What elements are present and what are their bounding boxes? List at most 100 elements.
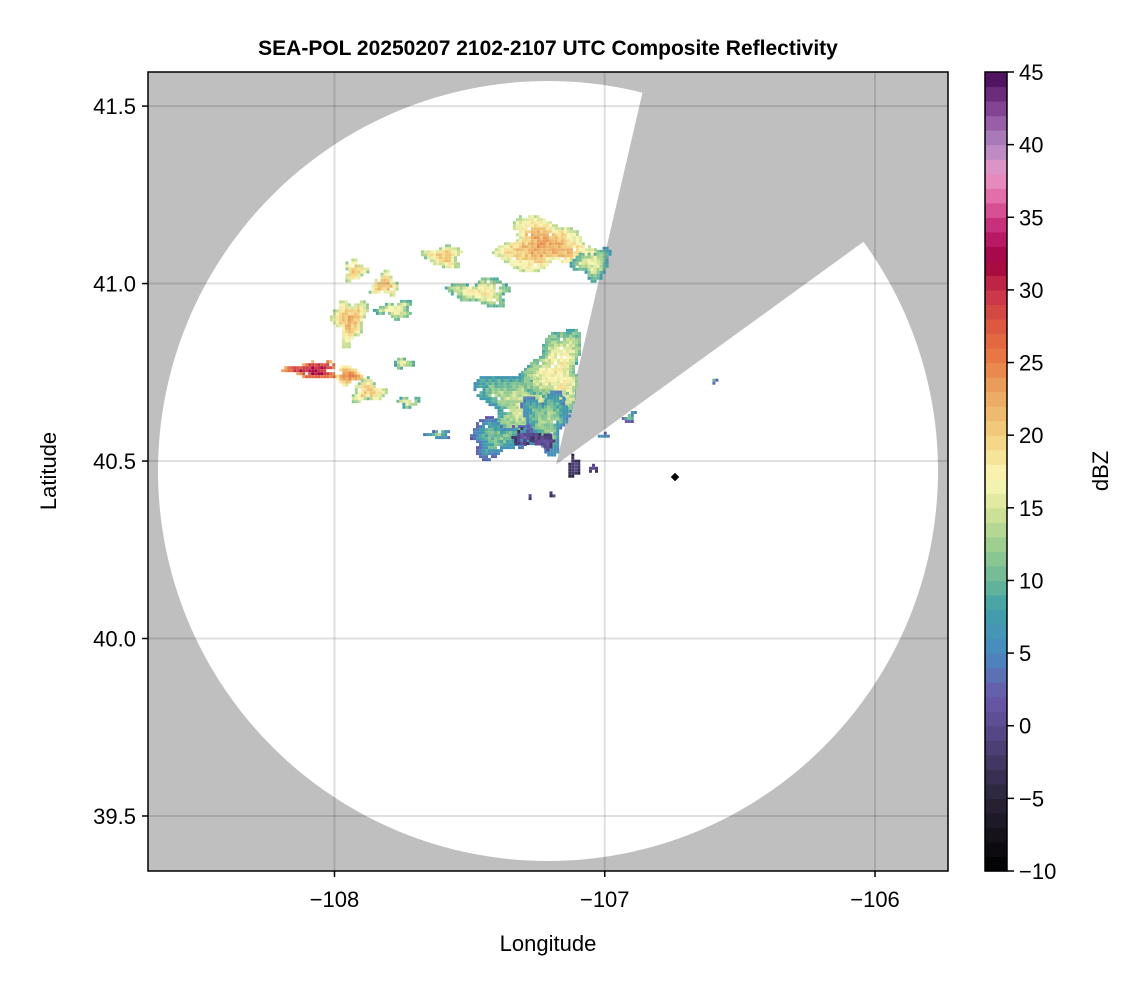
echo-pixel: [577, 462, 581, 466]
echo-pixel: [311, 372, 315, 376]
echo-pixel: [551, 248, 555, 252]
echo-pixel: [408, 402, 412, 406]
echo-pixel: [521, 224, 525, 228]
echo-pixel: [533, 266, 537, 270]
echo-pixel: [329, 375, 333, 379]
echo-pixel: [524, 257, 528, 261]
echo-pixel: [515, 218, 519, 222]
echo-pixel: [351, 261, 355, 265]
echo-pixel: [477, 286, 481, 290]
echo-pixel: [400, 363, 403, 367]
echo-pixel: [405, 314, 409, 318]
echo-pixel: [509, 379, 513, 383]
echo-pixel: [482, 376, 486, 380]
echo-pixel: [587, 270, 591, 274]
echo-pixel: [408, 311, 412, 315]
echo-pixel: [521, 227, 525, 231]
echo-pixel: [488, 422, 491, 426]
echo-pixel: [397, 366, 400, 370]
echo-pixel: [563, 227, 567, 231]
echo-pixel: [432, 430, 436, 434]
echo-pixel: [491, 449, 494, 453]
echo-pixel: [533, 224, 537, 228]
echo-pixel: [593, 257, 597, 261]
colorbar-band: [985, 464, 1007, 480]
echo-pixel: [557, 233, 561, 237]
echo-pixel: [498, 298, 502, 302]
echo-pixel: [630, 420, 634, 423]
echo-pixel: [366, 267, 370, 271]
echo-pixel: [518, 230, 522, 234]
echo-pixel: [557, 340, 560, 344]
echo-pixel: [369, 385, 373, 389]
echo-pixel: [348, 267, 352, 271]
echo-pixel: [348, 377, 352, 381]
echo-pixel: [482, 382, 486, 386]
echo-pixel: [533, 385, 536, 389]
echo-pixel: [500, 245, 504, 249]
echo-pixel: [351, 377, 355, 381]
echo-pixel: [530, 251, 534, 255]
echo-pixel: [568, 474, 572, 478]
echo-pixel: [503, 428, 506, 432]
echo-pixel: [308, 369, 312, 373]
echo-pixel: [359, 312, 363, 316]
echo-pixel: [595, 466, 598, 470]
echo-pixel: [363, 391, 367, 395]
echo-pixel: [518, 373, 522, 377]
echo-pixel: [560, 361, 563, 365]
echo-pixel: [409, 363, 412, 367]
echo-pixel: [584, 258, 588, 262]
echo-pixel: [497, 422, 500, 426]
echo-pixel: [554, 379, 557, 383]
echo-pixel: [599, 276, 603, 280]
echo-pixel: [515, 254, 519, 258]
echo-pixel: [529, 436, 533, 439]
echo-pixel: [369, 388, 373, 392]
echo-pixel: [383, 275, 387, 279]
echo-pixel: [345, 276, 349, 280]
echo-pixel: [526, 396, 530, 400]
echo-pixel: [441, 436, 445, 440]
echo-pixel: [515, 227, 519, 231]
echo-pixel: [536, 361, 539, 365]
echo-pixel: [563, 331, 566, 335]
echo-pixel: [515, 245, 519, 249]
echo-pixel: [569, 248, 573, 252]
echo-pixel: [578, 267, 582, 271]
echo-pixel: [362, 315, 366, 319]
echo-pixel: [474, 298, 478, 302]
echo-pixel: [494, 406, 498, 410]
echo-pixel: [405, 402, 409, 406]
echo-pixel: [560, 254, 564, 258]
echo-pixel: [482, 419, 485, 423]
echo-pixel: [569, 382, 572, 386]
echo-pixel: [546, 433, 550, 437]
echo-pixel: [557, 358, 560, 362]
echo-pixel: [560, 379, 563, 383]
echo-pixel: [308, 363, 312, 367]
echo-pixel: [515, 428, 518, 432]
echo-pixel: [514, 436, 518, 439]
echo-pixel: [545, 367, 548, 371]
echo-pixel: [568, 468, 572, 472]
echo-pixel: [590, 264, 594, 268]
echo-pixel: [605, 249, 609, 253]
echo-pixel: [536, 358, 539, 362]
echo-pixel: [474, 292, 478, 296]
echo-pixel: [345, 261, 349, 265]
echo-pixel: [427, 250, 430, 254]
echo-pixel: [450, 292, 454, 296]
echo-pixel: [581, 267, 585, 271]
colorbar-band: [985, 246, 1007, 262]
echo-pixel: [536, 233, 540, 237]
echo-pixel: [436, 253, 439, 257]
y-tick-label: 39.5: [93, 804, 136, 829]
echo-pixel: [574, 465, 578, 469]
echo-pixel: [383, 272, 387, 276]
echo-pixel: [485, 416, 488, 420]
echo-pixel: [606, 434, 610, 438]
echo-pixel: [587, 252, 591, 256]
echo-pixel: [553, 450, 557, 454]
echo-pixel: [396, 399, 400, 403]
